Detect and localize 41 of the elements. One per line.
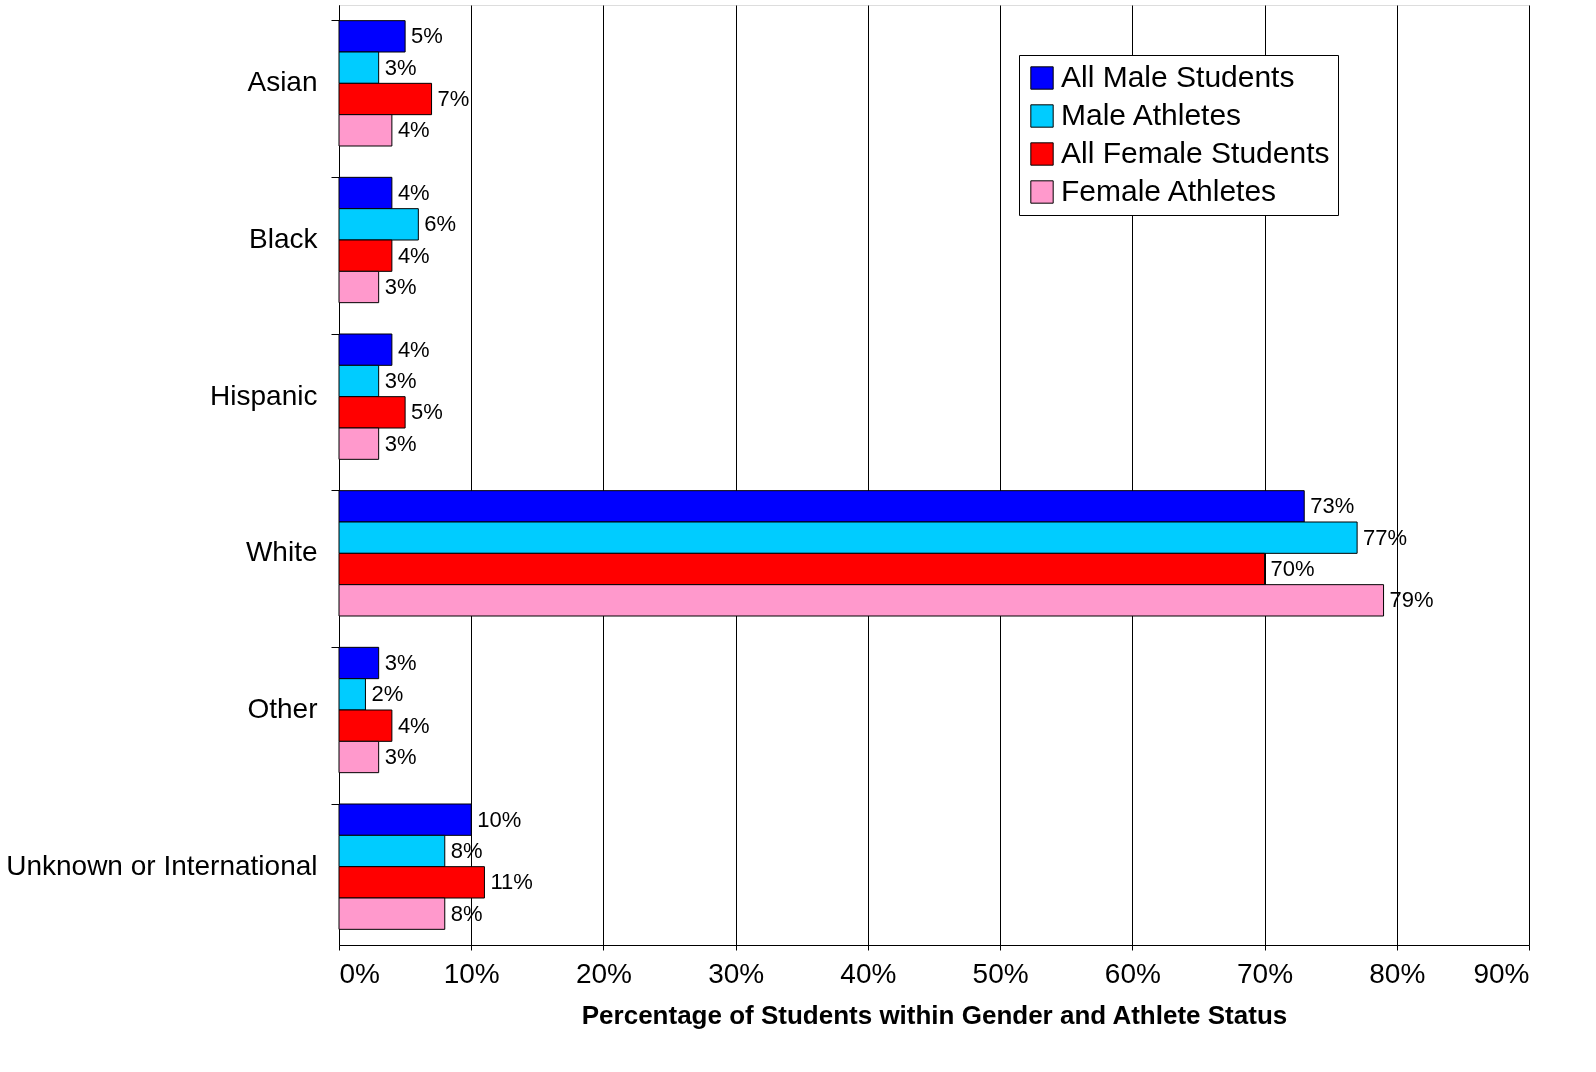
x-tick-label: 90% [1473,957,1530,989]
data-label: 4% [397,336,430,362]
x-axis-title: Percentage of Students within Gender and Athlete Status [581,999,1288,1030]
x-tick-label: 50% [972,957,1029,989]
y-tick-label: Other [247,693,318,724]
data-label: 7% [437,86,470,111]
data-label: 11% [490,869,533,895]
x-tick-label: 40% [840,957,897,989]
x-tick-label: 0% [339,957,380,989]
legend-label: All Female Students [1061,136,1330,169]
data-label: 5% [411,399,443,425]
data-label: 73% [1310,493,1355,519]
data-label: 4% [397,180,430,205]
data-label: 3% [384,274,417,299]
data-label: 10% [477,806,522,832]
data-label: 2% [371,681,404,707]
x-tick-label: 70% [1237,957,1294,989]
data-label: 3% [384,430,417,456]
data-label: 3% [384,650,417,675]
y-tick-label: White [245,536,318,568]
x-tick-label: 10% [443,957,500,989]
y-tick-label: Unknown or International [6,849,318,881]
y-tick-label: Black [249,223,319,254]
x-tick-label: 20% [575,957,632,989]
x-tick-label: 80% [1369,957,1426,989]
data-label: 70% [1270,556,1315,581]
data-label: 3% [384,54,417,80]
legend-label: Female Athletes [1061,174,1277,207]
x-tick-label: 60% [1104,957,1161,989]
y-tick-label: Asian [247,66,318,98]
data-label: 3% [384,744,417,769]
legend-label: All Male Students [1061,60,1295,93]
data-label: 4% [397,117,430,143]
data-label: 4% [397,242,430,268]
data-label: 6% [424,211,457,237]
y-tick-label: Hispanic [210,379,318,411]
x-tick-label: 30% [708,957,765,989]
data-label: 4% [397,712,430,738]
data-label: 3% [384,368,417,393]
legend-label: Male Athletes [1061,98,1242,131]
data-label: 5% [411,23,443,49]
